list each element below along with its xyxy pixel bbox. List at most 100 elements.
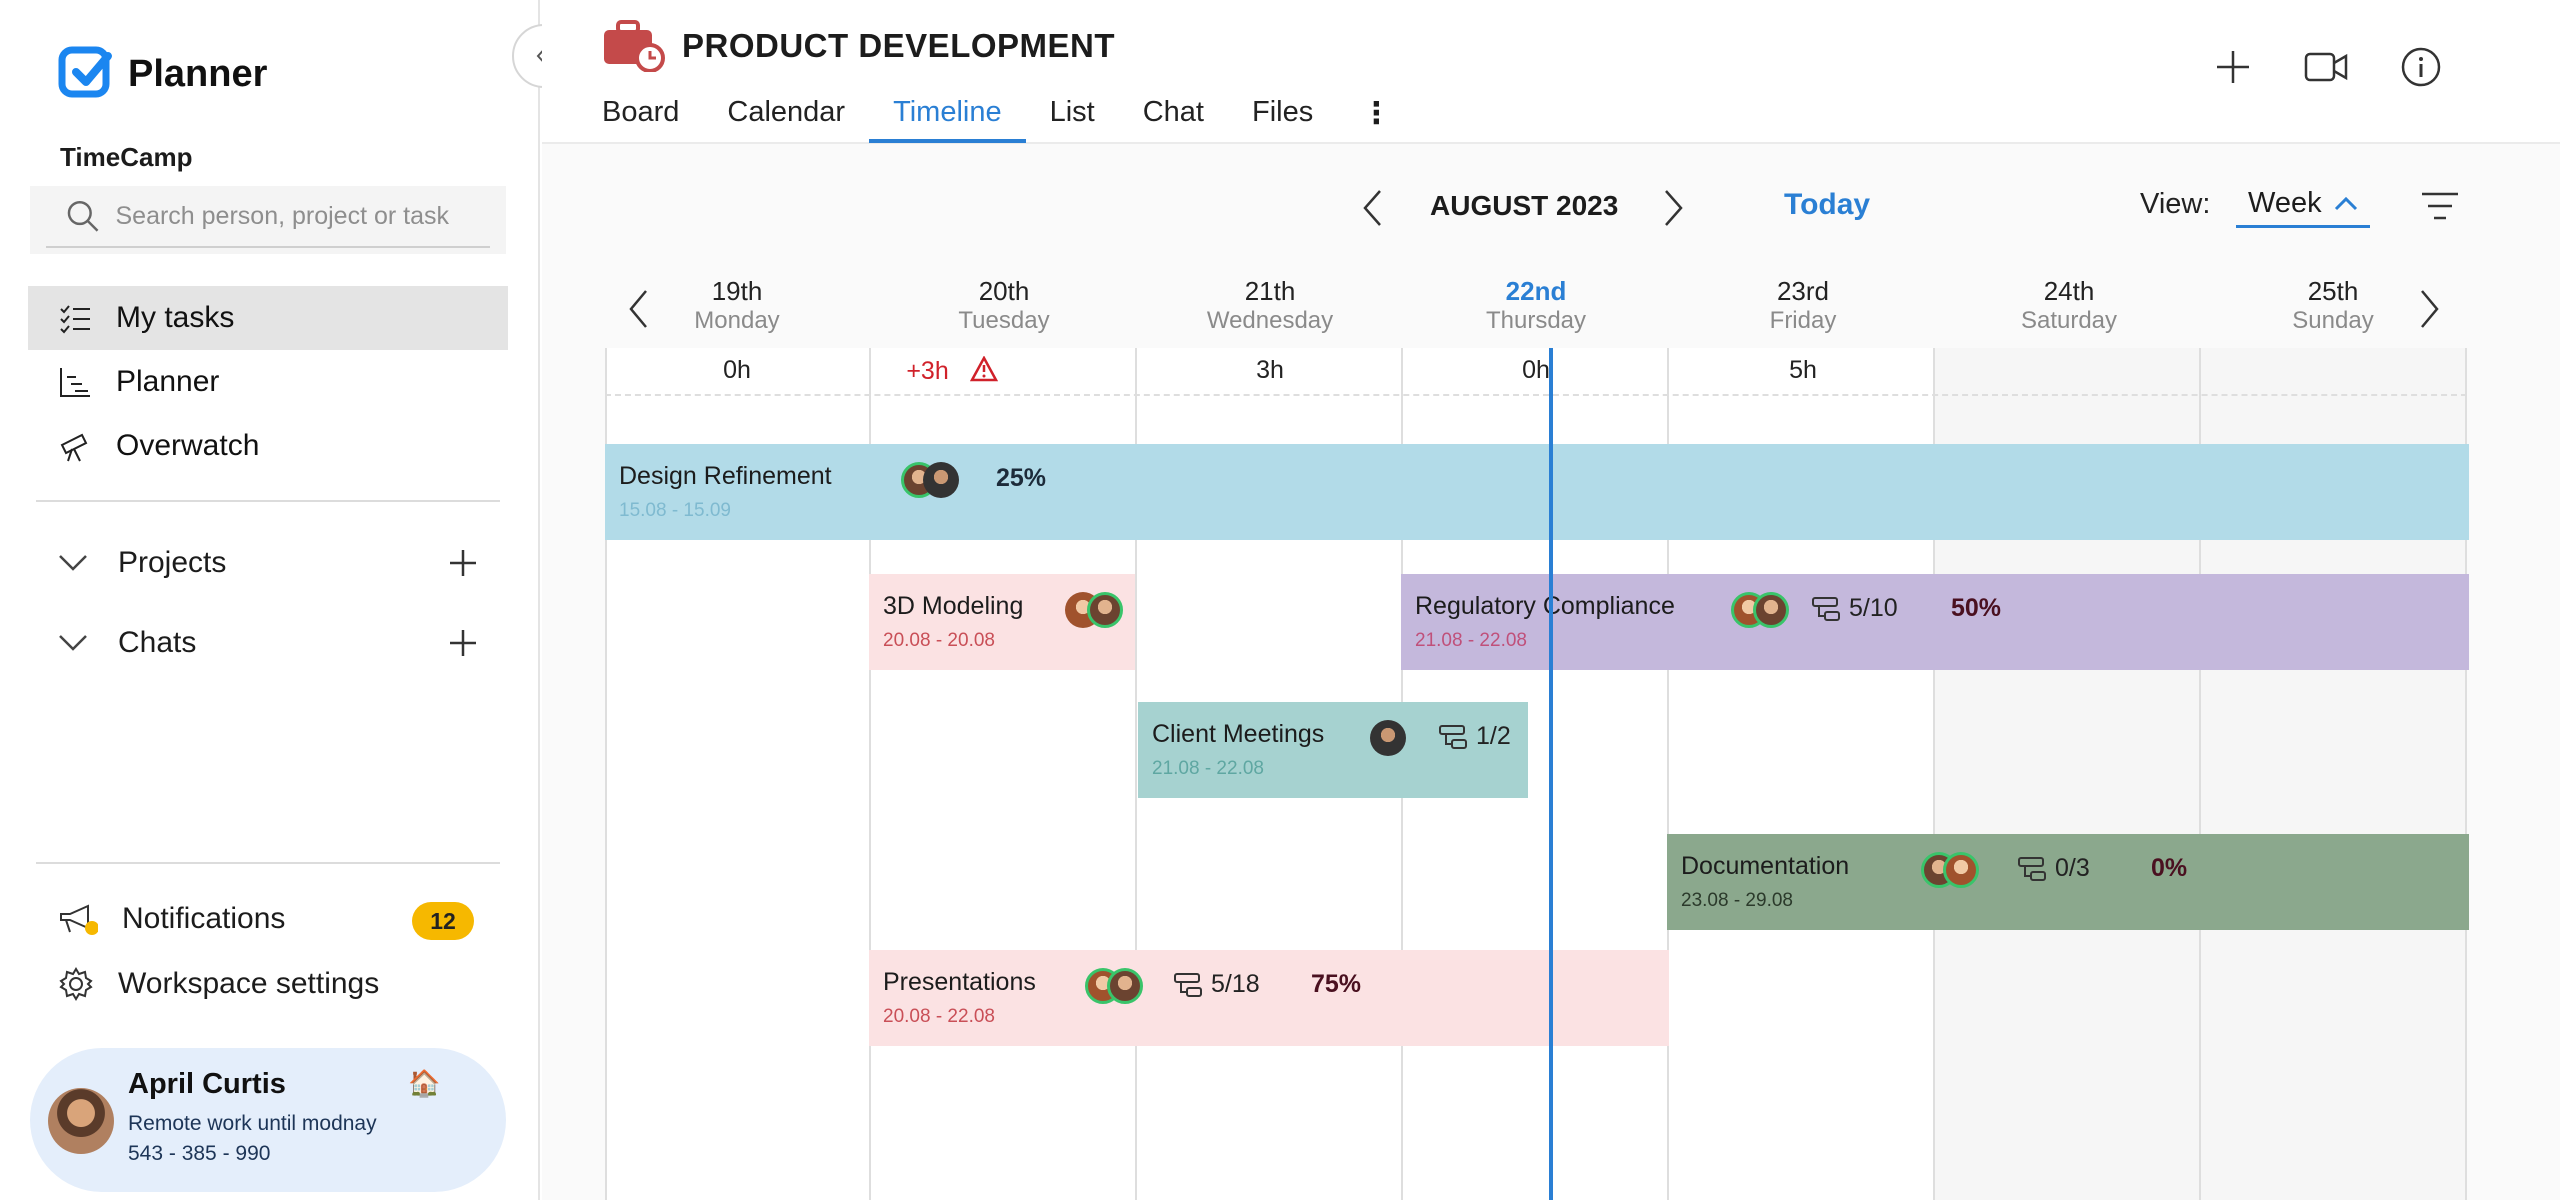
subtasks-count: 5/18	[1211, 970, 1260, 998]
app-logo[interactable]: Planner	[58, 46, 267, 102]
tab-files[interactable]: Files	[1252, 96, 1314, 128]
day-number: 22nd	[1505, 276, 1567, 306]
nav-overwatch[interactable]: Overwatch	[28, 414, 508, 478]
day-name: Wednesday	[1206, 307, 1334, 334]
next-month-icon[interactable]	[1662, 188, 1686, 228]
app-name: Planner	[128, 52, 268, 95]
house-icon: 🏠	[408, 1068, 441, 1098]
tab-calendar[interactable]: Calendar	[727, 96, 846, 128]
avatar	[1753, 592, 1789, 628]
day-number: 25th	[2307, 276, 2359, 306]
day-number: 19th	[711, 276, 763, 306]
task-dates: 21.08 - 22.08	[1415, 630, 1527, 651]
day-header[interactable]: 20th Tuesday	[871, 276, 1137, 335]
chats-label[interactable]: Chats	[118, 626, 197, 659]
subtasks-icon	[1439, 724, 1467, 749]
task-assignees[interactable]	[1731, 592, 1789, 628]
tab-timeline[interactable]: Timeline	[869, 92, 1026, 143]
day-header[interactable]: 25th Sunday	[2200, 276, 2466, 335]
info-icon[interactable]	[2400, 46, 2442, 88]
task-progress: 25%	[996, 464, 1047, 492]
day-header-today[interactable]: 22nd Thursday	[1403, 276, 1669, 335]
grid-line	[1933, 348, 1935, 1200]
view-select[interactable]: Week	[2236, 182, 2370, 228]
nav-my-tasks[interactable]: My tasks	[28, 286, 508, 350]
divider	[36, 862, 500, 864]
task-assignees[interactable]	[901, 462, 959, 498]
task-bar-documentation[interactable]: Documentation 23.08 - 29.08 0/3 0%	[1667, 834, 2469, 930]
project-tabs: Board Calendar Timeline List Chat Files …	[602, 92, 1391, 143]
chevron-up-icon	[2334, 196, 2357, 210]
user-name: April Curtis	[128, 1068, 286, 1100]
notifications-label: Notifications	[122, 902, 286, 935]
more-tabs-icon[interactable]: ⋮	[1361, 97, 1392, 130]
grid-line	[1667, 348, 1669, 1200]
day-header[interactable]: 23rd Friday	[1670, 276, 1936, 335]
task-assignees[interactable]	[1065, 592, 1123, 628]
day-header[interactable]: 19th Monday	[604, 276, 870, 335]
day-hours: 0h	[1522, 356, 1550, 384]
video-call-icon[interactable]	[2304, 50, 2348, 84]
task-bar-design-refinement[interactable]: Design Refinement 15.08 - 15.09 25%	[605, 444, 2469, 540]
avatar	[1370, 720, 1406, 756]
task-subtasks: 5/10	[1811, 594, 1898, 623]
tab-chat[interactable]: Chat	[1142, 96, 1204, 128]
task-assignees[interactable]	[1370, 720, 1406, 756]
projects-section: Projects	[58, 546, 478, 580]
day-name: Monday	[694, 307, 780, 334]
notifications-item[interactable]: Notifications	[58, 902, 285, 936]
task-progress: 0%	[2151, 854, 2188, 882]
task-assignees[interactable]	[1921, 852, 1979, 888]
sidebar: Planner TimeCamp My tasks	[0, 0, 540, 1200]
nav-planner[interactable]: Planner	[28, 350, 508, 414]
logo-check-icon	[58, 46, 112, 98]
task-progress: 50%	[1951, 594, 2002, 622]
search-box	[30, 186, 506, 254]
overtime-value: +3h	[906, 357, 949, 385]
user-profile-card[interactable]: April Curtis Remote work until modnay 54…	[30, 1048, 506, 1192]
task-bar-regulatory-compliance[interactable]: Regulatory Compliance 21.08 - 22.08 5/10…	[1401, 574, 2469, 670]
project-header: PRODUCT DEVELOPMENT Board Calendar Timel…	[542, 0, 2560, 144]
add-chat-icon[interactable]	[448, 628, 478, 658]
today-button[interactable]: Today	[1784, 188, 1871, 221]
tab-list[interactable]: List	[1049, 96, 1095, 128]
task-name: 3D Modeling	[883, 592, 1024, 620]
filter-icon[interactable]	[2420, 190, 2460, 222]
day-number: 20th	[978, 276, 1030, 306]
workspace-name: TimeCamp	[60, 142, 193, 172]
task-bar-client-meetings[interactable]: Client Meetings 21.08 - 22.08 1/2	[1138, 702, 1528, 798]
task-assignees[interactable]	[1085, 968, 1143, 1004]
search-input[interactable]	[115, 201, 490, 231]
subtasks-icon	[2018, 856, 2046, 881]
add-icon[interactable]	[2214, 48, 2252, 86]
current-time-indicator	[1549, 348, 1553, 1200]
day-header[interactable]: 21th Wednesday	[1137, 276, 1403, 335]
task-bar-3d-modeling[interactable]: 3D Modeling 20.08 - 20.08	[869, 574, 1135, 670]
task-dates: 15.08 - 15.09	[619, 500, 731, 521]
task-name: Client Meetings	[1152, 720, 1325, 748]
nav-label: Overwatch	[116, 429, 260, 462]
task-dates: 21.08 - 22.08	[1152, 758, 1264, 779]
next-week-icon[interactable]	[2418, 288, 2442, 330]
tab-board[interactable]: Board	[602, 96, 680, 128]
day-header[interactable]: 24th Saturday	[1936, 276, 2202, 335]
task-list-icon	[60, 305, 90, 334]
grid-line	[2465, 348, 2467, 1200]
search-field	[46, 186, 490, 248]
add-project-icon[interactable]	[448, 548, 478, 578]
projects-label[interactable]: Projects	[118, 546, 227, 579]
chevron-down-icon[interactable]	[58, 554, 88, 572]
workspace-settings-item[interactable]: Workspace settings	[58, 966, 379, 1002]
task-bar-presentations[interactable]: Presentations 20.08 - 22.08 5/18 75%	[869, 950, 1669, 1046]
prev-week-icon[interactable]	[626, 288, 650, 330]
hours-row	[605, 348, 2467, 396]
task-subtasks: 5/18	[1173, 970, 1260, 999]
current-month: AUGUST 2023	[1430, 190, 1619, 221]
avatar	[1943, 852, 1979, 888]
grid-line	[2199, 348, 2201, 1200]
prev-month-icon[interactable]	[1360, 188, 1384, 228]
task-name: Presentations	[883, 968, 1036, 996]
chevron-down-icon[interactable]	[58, 634, 88, 652]
task-subtasks: 1/2	[1438, 722, 1511, 751]
